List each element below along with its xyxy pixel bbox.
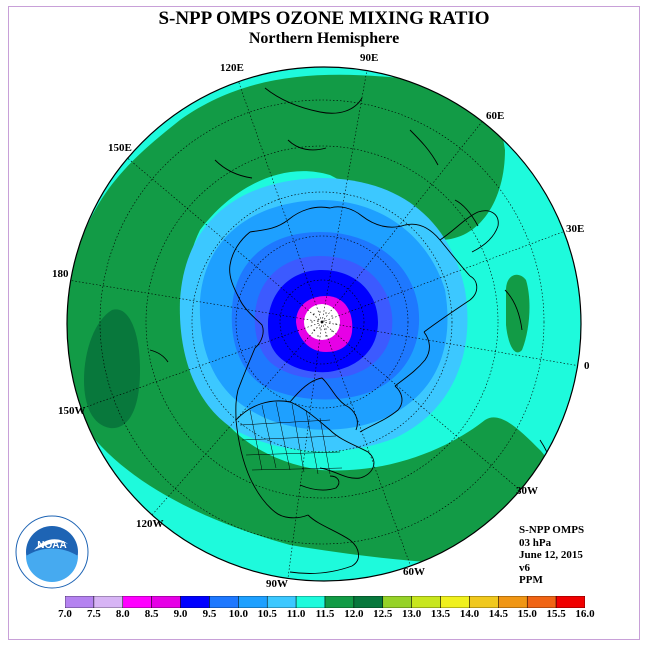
page-subtitle: Northern Hemisphere: [248, 30, 400, 47]
colorbar-tick-label: 12.5: [373, 608, 393, 620]
colorbar-swatch: [238, 596, 268, 608]
ozone-band-11-5: [67, 74, 555, 564]
colorbar-swatch: [122, 596, 152, 608]
colorbar-tick-label: 7.5: [87, 608, 101, 620]
colorbar-swatch: [324, 596, 355, 608]
ozone-band-12-patch: [506, 274, 530, 353]
svg-text:NOAA: NOAA: [37, 540, 66, 551]
meridian-label-0: 0: [584, 360, 590, 372]
ozone-band-12-patch: [84, 309, 140, 429]
colorbar-tick-label: 8.5: [144, 608, 159, 620]
colorbar-swatch: [65, 596, 95, 608]
colorbar-swatch: [440, 596, 470, 608]
meridian-label-150e: 150E: [108, 142, 132, 154]
meridian-label-150w: 150W: [58, 405, 86, 417]
noaa-logo: NOAA: [15, 515, 89, 589]
colorbar: [65, 596, 585, 608]
colorbar-swatch: [555, 596, 585, 608]
date-text: June 12, 2015: [519, 549, 583, 561]
colorbar-swatch: [93, 596, 124, 608]
colorbar-swatch: [151, 596, 181, 608]
meridian-label-30e: 30E: [566, 223, 585, 235]
page-frame: [8, 6, 640, 640]
meridian-label-30w: 30W: [516, 485, 538, 497]
colorbar-tick-label: 16.0: [575, 608, 595, 620]
colorbar-swatch: [209, 596, 239, 608]
colorbar-tick-label: 7.0: [58, 608, 72, 620]
meridian-label-60e: 60E: [486, 110, 505, 122]
colorbar-tick-label: 13.5: [430, 608, 451, 620]
colorbar-tick-label: 11.0: [286, 608, 306, 620]
level-text: 03 hPa: [519, 536, 552, 549]
coastlines: [149, 87, 554, 574]
colorbar-tick-label: 10.0: [228, 608, 248, 620]
colorbar-swatch: [266, 596, 297, 608]
colorbar-tick-label: 12.0: [344, 608, 364, 620]
colorbar-tick-label: 13.0: [402, 608, 422, 620]
page-title: S-NPP OMPS OZONE MIXING RATIO: [158, 8, 490, 29]
colorbar-tick-label: 11.5: [315, 608, 335, 620]
colorbar-tick-label: 14.5: [488, 608, 508, 620]
version-text: v6: [519, 561, 530, 574]
colorbar-tick-label: 9.0: [173, 608, 188, 620]
colorbar-swatch: [498, 596, 528, 608]
colorbar-tick-label: 9.5: [202, 608, 217, 620]
meridian-label-180: 180: [52, 268, 69, 280]
colorbar-swatch: [353, 596, 384, 608]
colorbar-tick-label: 14.0: [459, 608, 480, 620]
colorbar-swatch: [526, 596, 557, 608]
meridian-label-90w: 90W: [266, 578, 288, 590]
colorbar-tick-label: 15.0: [517, 608, 537, 620]
graticule: [67, 67, 581, 579]
colorbar-swatch: [469, 596, 499, 608]
colorbar-swatch: [411, 596, 441, 608]
colorbar-tick-label: 10.5: [257, 608, 277, 620]
product-info: S-NPP OMPS 03 hPa June 12, 2015 v6 PPM: [519, 524, 584, 587]
units-text: PPM: [519, 574, 543, 586]
colorbar-swatch: [180, 596, 210, 608]
colorbar-swatch: [295, 596, 326, 608]
meridian-label-90e: 90E: [360, 52, 379, 64]
meridian-label-60w: 60W: [403, 566, 425, 578]
instrument-text: S-NPP OMPS: [519, 524, 585, 536]
meridian-label-120w: 120W: [136, 518, 164, 530]
colorbar-tick-label: 8.0: [115, 608, 130, 620]
us-state-grid: [239, 401, 343, 475]
colorbar-tick-label: 15.5: [546, 608, 566, 620]
colorbar-swatch: [382, 596, 412, 608]
map-border: [66, 66, 582, 582]
meridian-label-120e: 120E: [220, 62, 244, 74]
